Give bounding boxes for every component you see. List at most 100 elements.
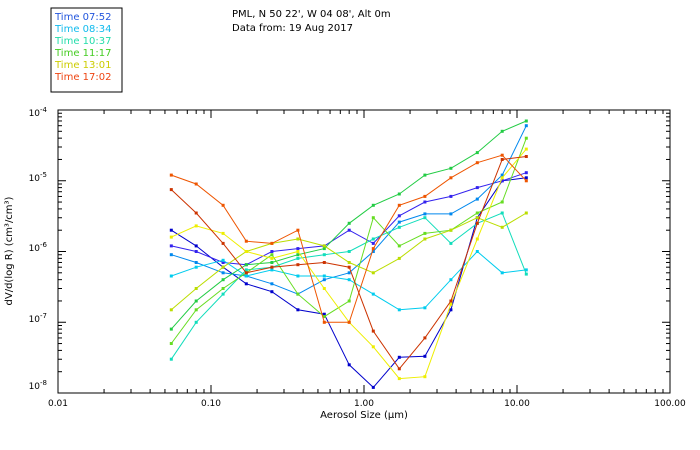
data-point: [371, 216, 375, 220]
y-tick-label: 10-8: [29, 379, 47, 392]
data-point: [397, 192, 401, 196]
data-point: [221, 241, 225, 245]
data-point: [244, 250, 248, 253]
data-point: [449, 241, 453, 245]
data-point: [221, 231, 225, 235]
data-point: [347, 320, 351, 324]
data-point: [397, 367, 401, 371]
data-point: [244, 239, 248, 243]
y-tick-label: 10-6: [29, 241, 48, 254]
data-point: [500, 271, 504, 275]
data-point: [296, 263, 300, 267]
data-point: [244, 263, 248, 267]
data-point: [500, 200, 504, 204]
data-point: [194, 299, 198, 303]
data-point: [500, 158, 504, 161]
data-point: [270, 256, 274, 260]
data-point: [270, 290, 274, 294]
data-point: [371, 237, 375, 241]
data-point: [397, 244, 401, 248]
data-point: [296, 250, 300, 253]
data-point: [397, 214, 401, 218]
data-point: [169, 235, 173, 239]
data-point: [194, 182, 198, 186]
data-point: [449, 308, 453, 312]
data-point: [423, 216, 427, 220]
data-point: [449, 302, 453, 306]
data-point: [270, 253, 274, 257]
data-point: [194, 308, 198, 312]
y-tick-label: 10-7: [29, 312, 47, 325]
data-point: [347, 250, 351, 253]
data-point: [423, 194, 427, 198]
data-point: [524, 124, 528, 128]
data-point: [524, 171, 528, 175]
x-tick-label: 0.10: [201, 399, 221, 409]
data-point: [371, 203, 375, 207]
data-point: [423, 212, 427, 216]
data-point: [347, 261, 351, 264]
data-point: [221, 287, 225, 290]
data-point: [221, 278, 225, 282]
data-point: [500, 129, 504, 133]
x-tick-label: 1.00: [354, 399, 374, 409]
data-point: [322, 244, 326, 248]
data-point: [270, 282, 274, 286]
y-axis-label: dV/d(log R) (cm³/cm³): [4, 196, 15, 305]
data-point: [423, 354, 427, 358]
data-point: [449, 212, 453, 216]
data-point: [221, 258, 225, 262]
data-point: [524, 119, 528, 123]
chart-title-location: PML, N 50 22', W 04 08', Alt 0m: [232, 9, 391, 20]
data-point: [194, 244, 198, 248]
data-point: [371, 250, 375, 253]
data-point: [347, 363, 351, 367]
data-point: [221, 265, 225, 269]
x-tick-labels: 0.01 0.10 1.00 10.00 100.00: [48, 399, 686, 409]
data-point: [347, 221, 351, 225]
data-point: [423, 237, 427, 241]
data-point: [322, 274, 326, 278]
data-point: [423, 231, 427, 235]
data-point: [322, 315, 326, 319]
legend-entry: Time 08:34: [54, 24, 111, 35]
data-point: [194, 261, 198, 264]
data-point: [423, 173, 427, 177]
data-point: [500, 153, 504, 157]
data-point: [270, 268, 274, 272]
data-point: [244, 282, 248, 286]
data-point: [449, 194, 453, 198]
data-point: [475, 197, 479, 201]
data-point: [221, 292, 225, 296]
data-point: [475, 161, 479, 165]
data-point: [169, 253, 173, 257]
data-point: [244, 274, 248, 278]
chart-title-date: Data from: 19 Aug 2017: [232, 23, 353, 34]
data-point: [371, 241, 375, 245]
legend-entry: Time 17:02: [54, 72, 111, 83]
data-point: [270, 261, 274, 264]
data-point: [221, 203, 225, 207]
data-point: [296, 292, 300, 296]
data-point: [500, 173, 504, 177]
data-point: [169, 327, 173, 331]
data-point: [475, 211, 479, 215]
data-point: [500, 179, 504, 183]
data-point: [169, 173, 173, 177]
data-point: [371, 271, 375, 275]
data-point: [322, 312, 326, 316]
data-point: [270, 250, 274, 253]
x-tick-label: 10.00: [504, 399, 530, 409]
legend-box: [50, 7, 123, 93]
legend-entry: Time 07:52: [54, 12, 111, 23]
data-point: [371, 345, 375, 349]
data-point: [296, 256, 300, 260]
data-point: [475, 250, 479, 253]
data-point: [371, 385, 375, 389]
data-point: [524, 272, 528, 276]
data-point: [500, 176, 504, 180]
data-point: [296, 228, 300, 232]
data-point: [500, 225, 504, 229]
